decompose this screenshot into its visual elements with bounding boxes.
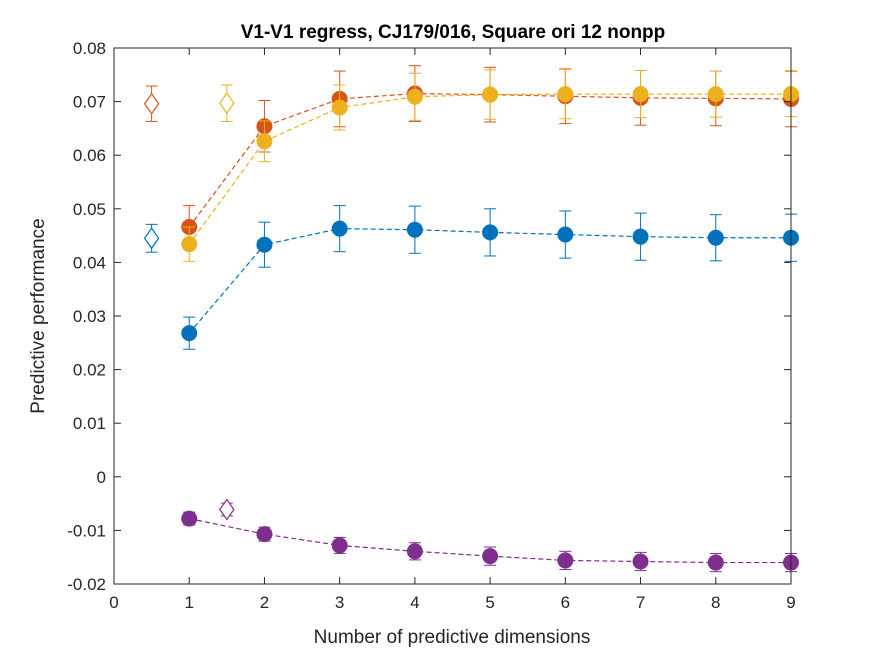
x-tick-label: 2 [260,593,269,612]
y-tick-label: -0.01 [67,521,106,540]
series-layer [143,65,799,573]
y-tick-label: 0.01 [73,414,106,433]
reference-diamond-marker [143,227,160,250]
data-point [707,554,724,571]
data-point [256,526,273,543]
plot-area [114,48,791,584]
data-point [181,325,198,342]
data-point [557,226,574,243]
data-point [331,220,348,237]
x-tick-label: 0 [109,593,118,612]
data-point [406,221,423,238]
x-tick-label: 5 [485,593,494,612]
reference-diamond-marker [219,92,235,115]
y-tick-label: 0.06 [73,146,106,165]
y-tick-label: 0.03 [73,307,106,326]
series-1 [143,205,799,350]
series-line [188,228,791,334]
data-point [256,133,273,150]
data-point [331,99,348,116]
series-3 [181,68,799,262]
x-tick-label: 3 [335,593,344,612]
data-point [482,86,499,103]
chart-title: V1-V1 regress, CJ179/016, Square ori 12 … [241,22,666,43]
x-axis-label: Number of predictive dimensions [314,627,591,648]
data-point [632,86,649,103]
axis-layer: 0 1 2 3 4 5 6 7 8 9 -0.02 -0.01 0 0.01 0.02 0.03 0.04 0.0… [67,39,795,612]
reference-diamond-marker [143,92,160,115]
x-tick-label: 4 [410,593,419,612]
y-tick-label: 0.04 [73,253,106,272]
y-tick-label: 0.07 [73,93,106,112]
data-point [632,228,649,245]
data-point [707,86,724,103]
data-point [181,510,198,527]
data-point [632,553,649,570]
x-tick-label: 8 [711,593,720,612]
y-tick-label: 0.02 [73,361,106,380]
data-point [482,224,499,241]
x-tick-label: 1 [184,593,193,612]
x-tick-label: 6 [561,593,570,612]
data-point [181,236,198,253]
x-tick-label: 9 [786,593,795,612]
data-point [406,543,423,560]
data-point [557,86,574,103]
y-tick-label: -0.02 [67,575,106,594]
reference-diamond-marker [219,498,235,521]
data-point [331,537,348,554]
data-point [406,88,423,105]
data-point [557,552,574,569]
y-tick-label: 0 [97,468,106,487]
y-tick-label: 0.05 [73,200,106,219]
data-point [482,548,499,565]
data-point [707,229,724,246]
y-tick-label: 0.08 [73,39,106,58]
y-axis-label: Predictive performance [28,218,49,413]
x-tick-label: 7 [636,593,645,612]
data-point [256,236,273,253]
series-line [189,518,791,564]
